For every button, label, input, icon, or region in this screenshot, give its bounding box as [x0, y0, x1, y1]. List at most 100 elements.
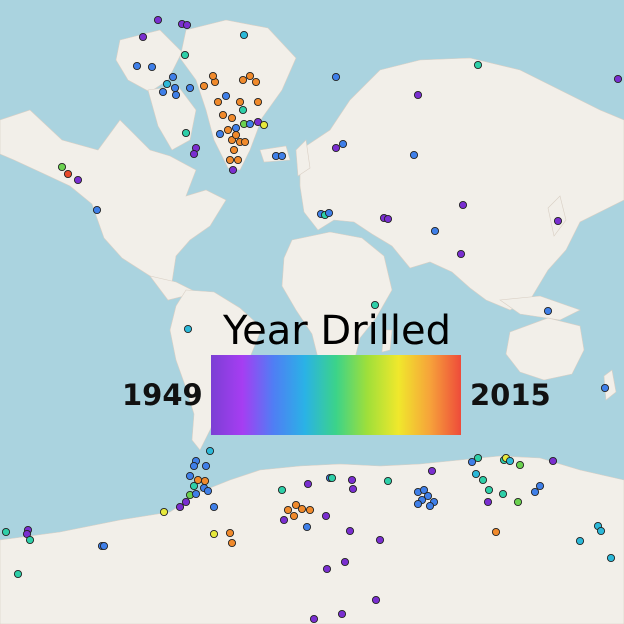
- drill-site-marker[interactable]: [467, 457, 477, 467]
- drill-site-marker[interactable]: [375, 535, 385, 545]
- drill-site-marker[interactable]: [478, 475, 488, 485]
- drill-site-marker[interactable]: [240, 137, 250, 147]
- drill-site-marker[interactable]: [309, 614, 319, 624]
- drill-site-marker[interactable]: [201, 461, 211, 471]
- drill-site-marker[interactable]: [338, 139, 348, 149]
- drill-site-marker[interactable]: [303, 479, 313, 489]
- drill-site-marker[interactable]: [251, 77, 261, 87]
- drill-site-marker[interactable]: [302, 522, 312, 532]
- drill-site-marker[interactable]: [181, 497, 191, 507]
- drill-site-marker[interactable]: [1, 527, 11, 537]
- drill-site-marker[interactable]: [515, 460, 525, 470]
- drill-site-marker[interactable]: [596, 526, 606, 536]
- drill-site-marker[interactable]: [200, 476, 210, 486]
- drill-site-marker[interactable]: [215, 129, 225, 139]
- drill-site-marker[interactable]: [221, 91, 231, 101]
- drill-site-marker[interactable]: [162, 79, 172, 89]
- drill-site-marker[interactable]: [205, 446, 215, 456]
- drill-site-marker[interactable]: [322, 564, 332, 574]
- drill-site-marker[interactable]: [498, 489, 508, 499]
- drill-site-marker[interactable]: [324, 208, 334, 218]
- drill-site-marker[interactable]: [600, 383, 610, 393]
- drill-site-marker[interactable]: [291, 500, 301, 510]
- drill-site-marker[interactable]: [92, 205, 102, 215]
- drill-site-marker[interactable]: [491, 527, 501, 537]
- drill-site-marker[interactable]: [283, 505, 293, 515]
- drill-site-marker[interactable]: [370, 300, 380, 310]
- drill-site-marker[interactable]: [25, 535, 35, 545]
- drill-site-marker[interactable]: [182, 20, 192, 30]
- drill-site-marker[interactable]: [209, 529, 219, 539]
- drill-site-marker[interactable]: [513, 497, 523, 507]
- drill-site-marker[interactable]: [553, 216, 563, 226]
- drill-site-marker[interactable]: [191, 489, 201, 499]
- drill-site-marker[interactable]: [425, 501, 435, 511]
- drill-site-marker[interactable]: [253, 97, 263, 107]
- drill-site-marker[interactable]: [530, 487, 540, 497]
- drill-site-marker[interactable]: [413, 499, 423, 509]
- drill-site-marker[interactable]: [423, 491, 433, 501]
- drill-site-marker[interactable]: [57, 162, 67, 172]
- drill-site-marker[interactable]: [613, 74, 623, 84]
- drill-site-marker[interactable]: [458, 200, 468, 210]
- drill-site-marker[interactable]: [185, 471, 195, 481]
- drill-site-marker[interactable]: [231, 130, 241, 140]
- drill-site-marker[interactable]: [340, 557, 350, 567]
- drill-site-marker[interactable]: [228, 165, 238, 175]
- drill-site-marker[interactable]: [158, 87, 168, 97]
- drill-site-marker[interactable]: [238, 105, 248, 115]
- drill-site-marker[interactable]: [227, 113, 237, 123]
- drill-site-marker[interactable]: [147, 62, 157, 72]
- drill-site-marker[interactable]: [218, 110, 228, 120]
- drill-site-marker[interactable]: [473, 60, 483, 70]
- drill-site-marker[interactable]: [345, 526, 355, 536]
- drill-site-marker[interactable]: [535, 481, 545, 491]
- drill-site-marker[interactable]: [575, 536, 585, 546]
- drill-site-marker[interactable]: [235, 97, 245, 107]
- drill-site-marker[interactable]: [327, 473, 337, 483]
- drill-site-marker[interactable]: [383, 214, 393, 224]
- drill-site-marker[interactable]: [305, 505, 315, 515]
- drill-site-marker[interactable]: [427, 466, 437, 476]
- drill-site-marker[interactable]: [239, 30, 249, 40]
- drill-site-marker[interactable]: [337, 609, 347, 619]
- drill-site-marker[interactable]: [159, 507, 169, 517]
- drill-site-marker[interactable]: [223, 125, 233, 135]
- drill-site-marker[interactable]: [606, 553, 616, 563]
- drill-site-marker[interactable]: [456, 249, 466, 259]
- drill-site-marker[interactable]: [289, 511, 299, 521]
- drill-site-marker[interactable]: [181, 128, 191, 138]
- drill-site-marker[interactable]: [245, 119, 255, 129]
- drill-site-marker[interactable]: [203, 486, 213, 496]
- drill-site-marker[interactable]: [259, 120, 269, 130]
- drill-site-marker[interactable]: [63, 169, 73, 179]
- drill-site-marker[interactable]: [208, 71, 218, 81]
- drill-site-marker[interactable]: [233, 155, 243, 165]
- drill-site-marker[interactable]: [347, 475, 357, 485]
- drill-site-marker[interactable]: [484, 485, 494, 495]
- drill-site-marker[interactable]: [171, 90, 181, 100]
- drill-site-marker[interactable]: [471, 469, 481, 479]
- drill-site-marker[interactable]: [409, 150, 419, 160]
- drill-site-marker[interactable]: [225, 155, 235, 165]
- drill-site-marker[interactable]: [138, 32, 148, 42]
- drill-site-marker[interactable]: [185, 83, 195, 93]
- drill-site-marker[interactable]: [170, 83, 180, 93]
- drill-site-marker[interactable]: [132, 61, 142, 71]
- drill-site-marker[interactable]: [213, 97, 223, 107]
- drill-site-marker[interactable]: [183, 324, 193, 334]
- drill-site-marker[interactable]: [227, 538, 237, 548]
- drill-site-marker[interactable]: [245, 71, 255, 81]
- drill-site-marker[interactable]: [548, 456, 558, 466]
- drill-site-marker[interactable]: [331, 143, 341, 153]
- drill-site-marker[interactable]: [383, 476, 393, 486]
- drill-site-marker[interactable]: [430, 226, 440, 236]
- drill-site-marker[interactable]: [505, 456, 515, 466]
- drill-site-marker[interactable]: [277, 485, 287, 495]
- drill-site-marker[interactable]: [321, 511, 331, 521]
- drill-site-marker[interactable]: [279, 515, 289, 525]
- drill-site-marker[interactable]: [371, 595, 381, 605]
- drill-site-marker[interactable]: [209, 502, 219, 512]
